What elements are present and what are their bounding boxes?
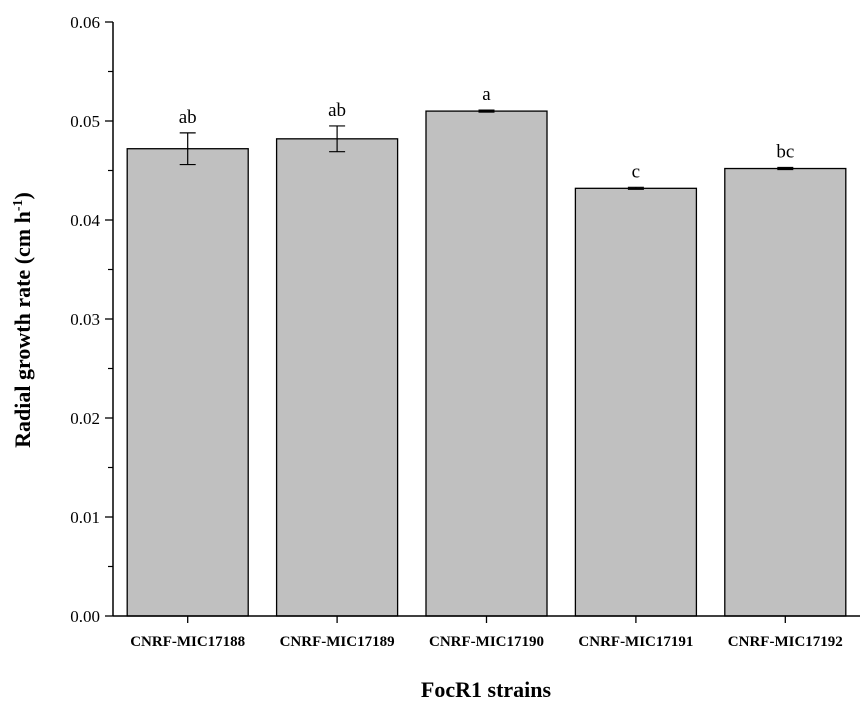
x-tick-label: CNRF-MIC17189 (280, 634, 395, 650)
y-axis-ticks: 0.00 0.01 0.02 0.03 0.04 0.05 0.06 (70, 13, 113, 626)
x-tick-label: CNRF-MIC17192 (728, 634, 843, 650)
y-tick-label: 0.05 (70, 112, 100, 131)
significance-label: bc (776, 142, 794, 163)
y-tick-label: 0.06 (70, 13, 100, 32)
bar (425, 110, 548, 617)
x-tick-label: CNRF-MIC17188 (130, 634, 245, 650)
x-axis-ticks: CNRF-MIC17188 CNRF-MIC17189 CNRF-MIC17190 C… (130, 616, 843, 650)
y-tick-label: 0.04 (70, 211, 100, 230)
y-axis-title-superscript: -1 (11, 199, 26, 211)
y-tick-label: 0.01 (70, 508, 100, 527)
x-tick-label: CNRF-MIC17191 (578, 634, 693, 650)
x-tick-label: CNRF-MIC17190 (429, 634, 544, 650)
bar (724, 167, 847, 617)
y-axis-title-main: Radial growth rate (cm h (10, 211, 35, 448)
bar (574, 187, 698, 617)
bar (126, 148, 249, 617)
y-tick-label: 0.03 (70, 310, 100, 329)
x-axis-title: FocR1 strains (421, 677, 552, 702)
significance-label: ab (179, 107, 197, 128)
y-axis-title: Radial growth rate (cm h-1) (10, 192, 35, 448)
significance-label: a (482, 84, 491, 105)
significance-label: c (632, 161, 640, 182)
error-bars (179, 109, 794, 190)
significance-labels: ab ab a c bc (179, 84, 795, 182)
significance-label: ab (328, 100, 346, 121)
y-axis-title-suffix: ) (10, 192, 35, 199)
bar (275, 138, 399, 617)
y-tick-label: 0.02 (70, 409, 100, 428)
y-tick-label: 0.00 (70, 607, 100, 626)
bars (126, 110, 847, 617)
